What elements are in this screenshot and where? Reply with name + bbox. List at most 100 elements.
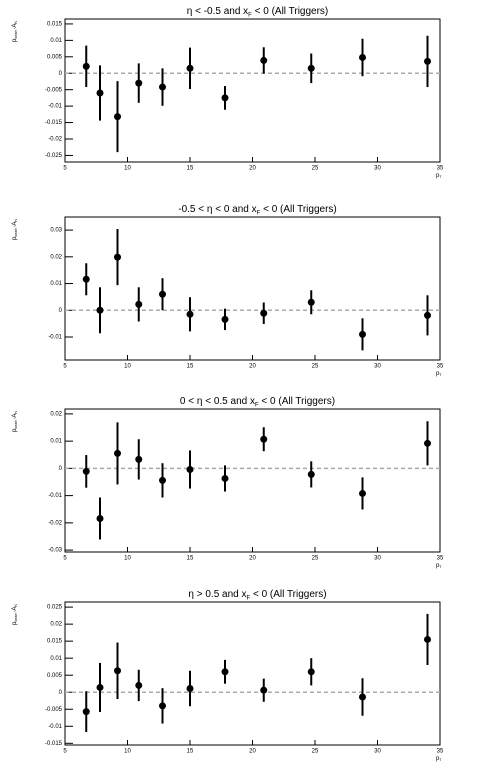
data-point [114,113,121,121]
x-tick-label: 30 [374,364,381,370]
x-tick-label: 10 [124,166,131,172]
y-tick-label: 0.025 [47,605,63,611]
data-point [260,435,268,443]
data-point [359,489,366,497]
x-tick-label: 25 [312,364,319,370]
y-tick-label: -0.015 [45,741,63,747]
panel: 0 < η < 0.5 and xF < 0 (All Triggers) pbe… [12,396,444,569]
y-tick-label: -0.02 [48,520,62,526]
x-tick-label: 35 [437,166,444,172]
data-point [82,275,90,283]
data-point [359,53,366,61]
data-point [96,514,104,522]
y-axis-label-part: N [14,604,18,607]
panel-title-part: < 0 (All Triggers) [252,6,328,17]
data-point [82,467,90,475]
x-axis-label-part: p [436,173,440,179]
data-point [424,439,431,447]
plot-frame [64,216,441,361]
x-tick-label: 25 [312,749,319,755]
y-tick-label: 0 [59,71,63,77]
y-tick-label: 0.015 [47,22,63,28]
data-point [424,311,431,319]
x-axis-label-part: T [439,758,442,762]
x-tick-label: 15 [187,556,194,562]
y-tick-label: -0.01 [48,493,62,499]
y-tick-label: 0.03 [50,228,62,234]
y-tick-label: 0 [59,466,63,472]
data-point [260,309,268,317]
x-tick-label: 20 [249,364,256,370]
data-point [186,64,194,72]
plot-frame [64,408,441,553]
data-point [221,94,229,102]
y-tick-label: -0.005 [45,87,63,93]
x-axis-label-part: p [436,563,440,569]
y-tick-label: 0 [59,690,63,696]
y-tick-label: 0.02 [50,411,62,417]
y-axis-label-part: p [12,236,18,240]
data-point [260,686,268,694]
x-tick-label: 10 [124,556,131,562]
x-axis-label-part: p [436,756,440,762]
y-tick-label: 0.02 [50,254,62,260]
y-axis-label: pbeam·AN [12,411,18,432]
panel-title-part: < 0 (All Triggers) [260,204,336,215]
x-axis-label: pT [436,563,442,569]
x-tick-label: 5 [63,364,67,370]
data-point [96,306,104,314]
data-point [359,693,366,701]
data-point [221,315,229,323]
y-axis-label: pbeam·AN [12,21,18,42]
y-axis-label-part: beam [14,30,18,39]
data-point [307,470,315,478]
x-tick-label: 10 [124,749,131,755]
data-point [307,298,315,306]
x-tick-label: 15 [187,749,194,755]
panel-title-part: F [255,402,259,408]
data-point [135,681,143,689]
x-tick-label: 35 [437,749,444,755]
x-axis-label: pT [436,371,442,377]
panel-title-part: η < -0.5 and x [187,6,248,17]
data-point [159,83,166,91]
data-point [96,89,104,97]
data-point [260,56,268,64]
y-axis-label-part: ·A [12,607,18,613]
x-tick-label: 35 [437,364,444,370]
data-point [424,635,431,643]
panel-title: η < -0.5 and xF < 0 (All Triggers) [187,6,329,18]
data-point [159,476,166,484]
y-axis-label-part: ·A [12,222,18,228]
y-tick-label: 0.005 [47,673,63,679]
x-tick-label: 20 [249,749,256,755]
x-axis-label-part: p [436,371,440,377]
panel-title-part: 0 < η < 0.5 and x [180,396,255,407]
data-point [82,708,90,716]
x-tick-label: 15 [187,166,194,172]
y-tick-label: 0.005 [47,54,63,60]
x-tick-label: 15 [187,364,194,370]
y-tick-label: -0.01 [48,335,62,341]
data-point [186,684,194,692]
data-point [307,64,315,72]
data-point [307,668,315,676]
y-axis-label-part: beam [14,228,18,237]
y-axis-label-part: p [12,621,18,625]
data-point [96,683,104,691]
y-tick-label: 0.01 [50,281,62,287]
data-point [135,79,143,87]
x-tick-label: 25 [312,166,319,172]
x-tick-label: 20 [249,166,256,172]
x-tick-label: 5 [63,166,67,172]
panel-title-part: F [248,12,252,18]
panel: -0.5 < η < 0 and xF < 0 (All Triggers)pb… [12,204,444,377]
data-point [221,474,229,482]
panel-title: 0 < η < 0.5 and xF < 0 (All Triggers) [180,396,335,408]
panel-title: -0.5 < η < 0 and xF < 0 (All Triggers) [178,204,336,216]
y-tick-label: -0.01 [48,104,62,110]
data-point [221,668,229,676]
x-tick-label: 30 [374,166,381,172]
panel-title-part: < 0 (All Triggers) [259,396,335,407]
